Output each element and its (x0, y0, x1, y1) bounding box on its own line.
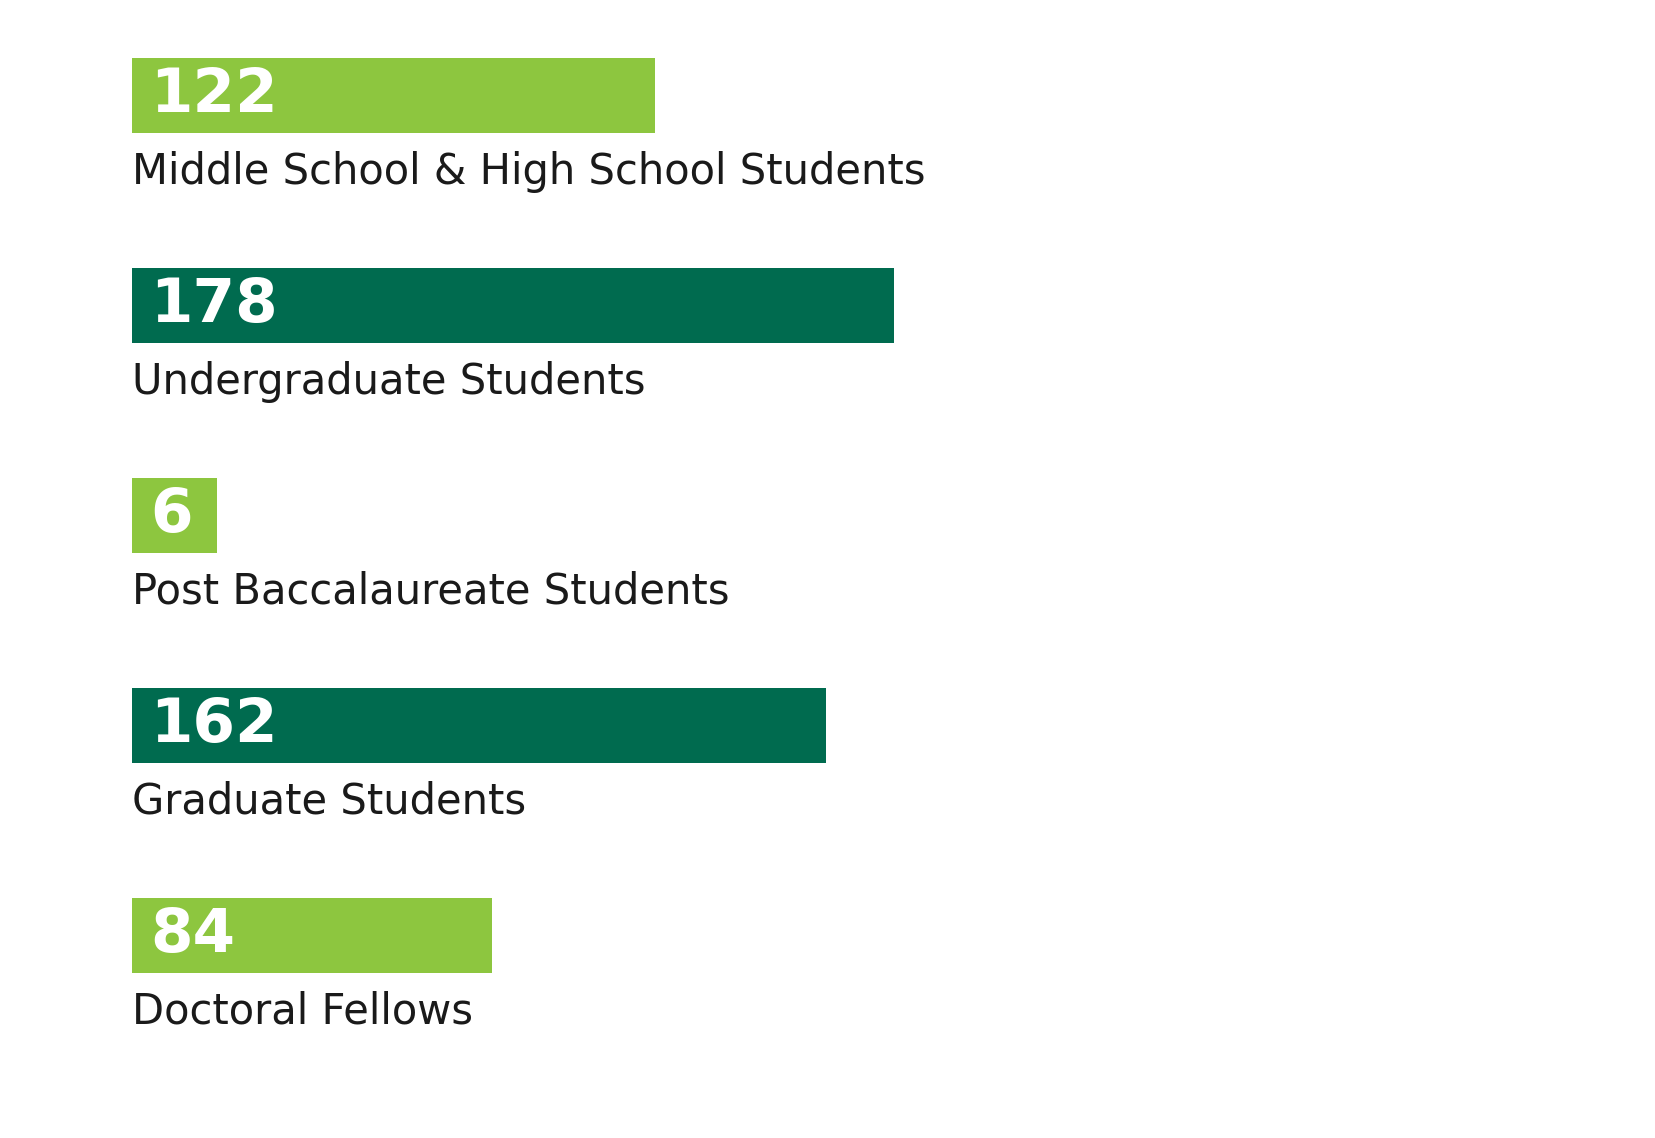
Text: 84: 84 (151, 906, 235, 965)
Bar (132, 898, 492, 973)
Bar (132, 688, 826, 762)
Bar (132, 269, 894, 343)
Text: 162: 162 (151, 696, 278, 754)
Text: Graduate Students: Graduate Students (132, 781, 526, 823)
Text: Doctoral Fellows: Doctoral Fellows (132, 991, 473, 1033)
Text: 6: 6 (151, 486, 194, 545)
Text: Post Baccalaureate Students: Post Baccalaureate Students (132, 571, 730, 613)
Bar (132, 478, 217, 553)
Text: Middle School & High School Students: Middle School & High School Students (132, 151, 925, 193)
Bar (132, 58, 654, 133)
Text: 122: 122 (151, 66, 278, 125)
Text: 178: 178 (151, 277, 278, 335)
Text: Undergraduate Students: Undergraduate Students (132, 361, 645, 403)
